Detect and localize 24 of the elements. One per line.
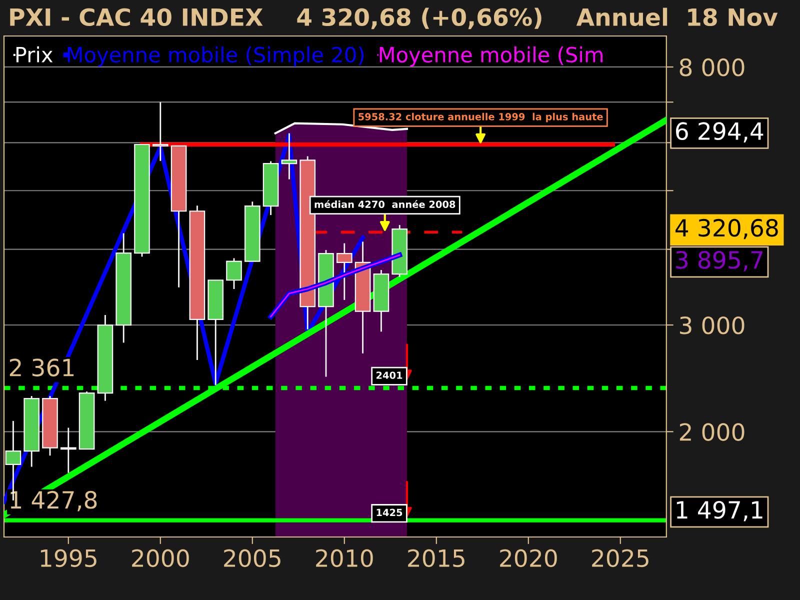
annotation: médian 4270 année 2008 (314, 200, 456, 208)
annotation: 2401 (376, 372, 402, 379)
ref-line-label: 2 361 (10, 358, 74, 376)
x-tick-label: 2020 (500, 549, 557, 568)
x-tick-label: 2000 (132, 549, 189, 568)
x-tick-label: 1995 (40, 549, 96, 568)
y-tick-label: 3 000 (680, 316, 744, 334)
y-tick-label: 2 000 (680, 423, 744, 441)
text: 4 320,68 (676, 218, 778, 240)
text: 1 497,1 (676, 500, 762, 522)
annotation: 1425 (376, 508, 402, 516)
x-tick-label: 2005 (224, 549, 280, 568)
x-tick-label: 2025 (592, 549, 648, 568)
text: 6 294,4 (676, 122, 764, 142)
x-tick-label: 2010 (316, 549, 373, 568)
annotation: 5958.32 cloture annuelle 1999 la plus haute (358, 112, 603, 122)
legend-label: Moyenne mobile (Sim (380, 46, 602, 67)
y-tick-label: 8 000 (680, 58, 744, 76)
text: 3 895,7 (676, 250, 762, 272)
ref-line-label: 1 427,8 (10, 490, 97, 512)
chart-title: PXI - CAC 40 INDEX 4 320,68 (+0,66%) Annuel 18 Nov (10, 8, 778, 30)
legend-label: Prix (16, 46, 53, 62)
legend-label: Moyenne mobile (Simple 20) (68, 46, 364, 67)
x-tick-label: 2015 (408, 549, 464, 568)
